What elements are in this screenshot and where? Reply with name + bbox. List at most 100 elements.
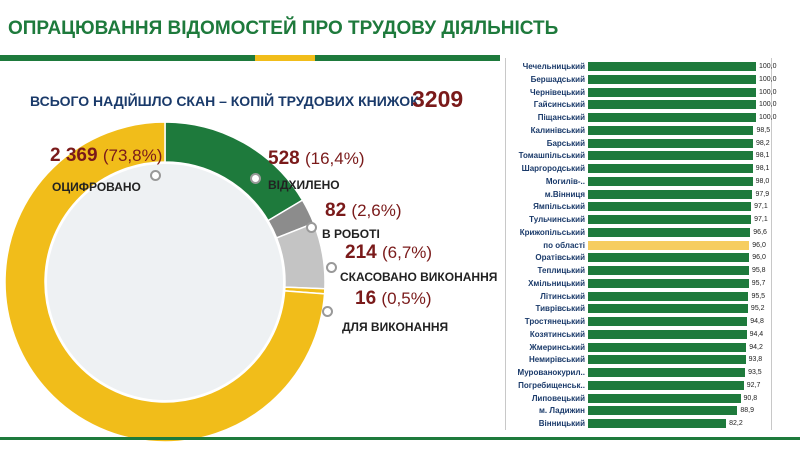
title-bar-segment	[0, 55, 255, 61]
bar-fill	[588, 342, 747, 352]
bar-category-label: Чечельницький	[522, 62, 585, 71]
bar-value-label: 97,9	[755, 190, 770, 198]
bar-value-label: 100,0	[759, 75, 777, 83]
bar-row: Ямпільський 97,1	[506, 200, 771, 213]
bar-category-label: Липовецький	[531, 393, 585, 403]
bar-fill	[588, 125, 754, 135]
bar-value-label: 94,4	[749, 330, 764, 338]
bar-fill	[588, 329, 747, 339]
bar-fill	[588, 113, 756, 122]
bar-fill	[588, 189, 753, 199]
digitized-value: 2 369 (73,8%)	[50, 145, 162, 167]
bar-category-label: Хмільницький	[528, 278, 585, 288]
bar-value-label: 95,8	[751, 267, 766, 274]
in-progress-percent: (2,6%)	[351, 201, 402, 220]
bar-fill	[588, 74, 756, 84]
bar-row: Піщанський 100,0	[506, 111, 777, 124]
bar-value-label: 100,0	[759, 63, 777, 70]
bar-category-label: Тиврівський	[535, 304, 585, 314]
pending-marker	[322, 306, 333, 317]
cancelled-value: 214 (6,7%)	[345, 242, 432, 264]
bar-category-label: Тростянецький	[524, 317, 585, 326]
bar-row: Калинівський 98,5	[506, 124, 771, 137]
pending-label: ДЛЯ ВИКОНАННЯ	[342, 320, 449, 334]
bar-row: Немирівський 93,8	[506, 353, 771, 366]
total-label: ВСЬОГО НАДІЙШЛО СКАН – КОПІЙ ТРУДОВИХ КН…	[30, 93, 419, 109]
bar-row: Вінницький 82,2	[506, 417, 771, 430]
bar-fill	[588, 278, 749, 288]
bar-category-label: Гайсинський	[533, 100, 585, 110]
bar-fill	[588, 138, 753, 148]
bar-row: м. Ладижин 88,9	[506, 404, 771, 417]
bar-category-label: Жмеринський	[529, 342, 585, 352]
pending-count: 16	[355, 288, 377, 309]
bar-fill	[588, 291, 749, 301]
in-progress-marker	[306, 222, 317, 233]
bar-value-label: 100,0	[759, 114, 777, 121]
bar-row: Чернівецький 100,0	[506, 86, 777, 99]
bar-category-label: Немирівський	[529, 355, 585, 365]
bar-row: Тульчинський 97,1	[506, 213, 771, 226]
bar-value-label: 96,0	[752, 241, 766, 249]
cancelled-percent: (6,7%)	[381, 243, 433, 262]
bar-fill	[588, 240, 750, 250]
bar-fill	[588, 227, 751, 237]
bar-fill	[588, 164, 753, 173]
donut-center	[47, 164, 283, 400]
bar-category-label: м. Ладижин	[538, 406, 585, 416]
bar-category-label: м.Вінниця	[544, 189, 585, 199]
bar-value-label: 96,6	[753, 228, 767, 236]
digitized-marker	[150, 170, 161, 181]
bar-value-label: 88,9	[740, 407, 754, 415]
bar-fill	[588, 380, 744, 390]
bar-fill	[588, 368, 746, 377]
bar-category-label: Оратівський	[535, 253, 585, 263]
bar-row: Погребищенськ.. 92,7	[506, 379, 771, 392]
bar-row: Теплицький 95,8	[506, 264, 771, 277]
bar-row: Мурованокурил.. 93,5	[506, 366, 771, 379]
bar-fill	[588, 419, 727, 428]
page-title: ОПРАЦЮВАННЯ ВІДОМОСТЕЙ ПРО ТРУДОВУ ДІЯЛЬ…	[8, 18, 559, 39]
bar-row: Чечельницький 100,0	[506, 60, 777, 73]
bar-category-label: Могилів-..	[545, 176, 585, 186]
bar-category-label: Погребищенськ..	[518, 380, 585, 390]
bar-fill	[588, 266, 749, 275]
rejected-value: 528 (16,4%)	[268, 148, 365, 170]
district-bar-chart: Чечельницький 100,0 Бершадський 100,0 Чернів…	[505, 58, 777, 430]
bar-value-label: 92,7	[746, 381, 761, 389]
digitized-count: 2 369	[50, 145, 98, 166]
bar-value-label: 100,0	[759, 101, 777, 109]
bar-row: Хмільницький 95,7	[506, 277, 771, 290]
bar-value-label: 95,5	[751, 292, 766, 300]
bar-fill	[588, 62, 756, 71]
title-bar-segment	[255, 55, 315, 61]
pending-value: 16 (0,5%)	[355, 288, 432, 310]
bar-fill	[588, 151, 753, 161]
bar-category-label: Барський	[546, 138, 585, 148]
bar-fill	[588, 253, 750, 263]
bar-category-label: Шаргородський	[521, 164, 585, 173]
bar-fill	[588, 355, 746, 365]
bar-row: Гайсинський 100,0	[506, 98, 777, 111]
bar-value-label: 98,5	[756, 126, 771, 134]
bar-category-label: Літинський	[540, 291, 585, 301]
rejected-label: ВІДХИЛЕНО	[268, 178, 340, 192]
bar-value-label: 90,8	[743, 394, 758, 402]
bar-row: Жмеринський 94,2	[506, 341, 771, 354]
bar-value-label: 98,0	[755, 177, 770, 185]
bar-value-label: 94,8	[750, 318, 764, 325]
digitized-percent: (73,8%)	[102, 146, 163, 165]
in-progress-count: 82	[325, 200, 347, 221]
bar-value-label: 96,0	[752, 254, 766, 262]
bar-fill	[588, 406, 738, 416]
bar-row: Могилів-.. 98,0	[506, 175, 771, 188]
donut-chart	[4, 121, 326, 443]
bar-fill	[588, 215, 752, 224]
bar-row: Літинський 95,5	[506, 290, 771, 303]
bar-category-label: Крижопільський	[519, 227, 585, 237]
total-value: 3209	[412, 86, 464, 112]
cancelled-marker	[326, 262, 337, 273]
bar-value-label: 98,1	[755, 165, 770, 172]
bar-row: Барський 98,2	[506, 137, 771, 150]
bar-value-label: 100,0	[759, 88, 777, 96]
